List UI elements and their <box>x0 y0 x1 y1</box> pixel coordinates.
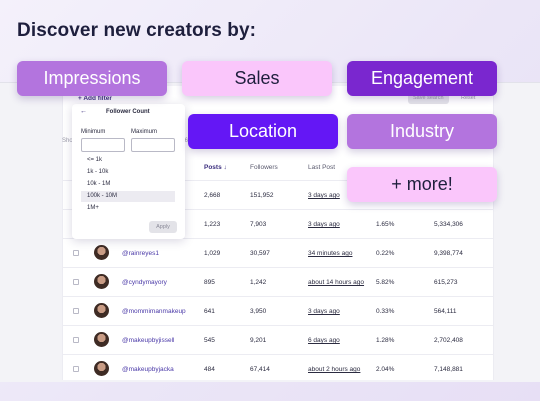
back-arrow-icon[interactable]: ← <box>80 108 87 115</box>
table-row[interactable]: @rainreyes1 1,029 30,597 34 minutes ago 0.22… <box>62 238 494 267</box>
pill-more[interactable]: + more! <box>347 167 497 202</box>
last-post[interactable]: about 14 hours ago <box>308 279 365 286</box>
engagement-rate: 5.82% <box>376 279 395 286</box>
last-post[interactable]: 3 days ago <box>308 308 340 315</box>
last-post[interactable]: 34 minutes ago <box>308 250 353 257</box>
pill-location[interactable]: Location <box>188 114 338 149</box>
row-checkbox[interactable] <box>73 337 79 343</box>
pill-impressions[interactable]: Impressions <box>17 61 167 96</box>
table-row[interactable]: @cyndymayory 895 1,242 about 14 hours ago 5.… <box>62 267 494 296</box>
posts-count: 2,668 <box>204 192 221 199</box>
engagement-rate: 0.33% <box>376 308 395 315</box>
table-header: Posts ↓ Followers Last Post <box>62 155 494 179</box>
avatar <box>94 245 109 260</box>
followers-count: 3,950 <box>250 308 267 315</box>
creator-handle[interactable]: @makeupbyjissell <box>122 337 175 344</box>
add-filter-link[interactable]: + Add filter <box>78 95 112 102</box>
table-row[interactable]: @makeupbyjacka 484 67,414 about 2 hours ago… <box>62 354 494 383</box>
maximum-label: Maximum <box>131 129 158 135</box>
engagement-rate: 1.28% <box>376 337 395 344</box>
pill-engagement[interactable]: Engagement <box>347 61 497 96</box>
header-last-post[interactable]: Last Post <box>308 164 336 171</box>
last-post[interactable]: 3 days ago <box>308 192 340 199</box>
row-checkbox[interactable] <box>73 308 79 314</box>
header-posts[interactable]: Posts ↓ <box>204 164 227 171</box>
option-100k-10m[interactable]: 100k - 10M <box>81 191 175 202</box>
posts-count: 1,029 <box>204 250 221 257</box>
header-followers[interactable]: Followers <box>250 164 278 171</box>
followers-count: 30,597 <box>250 250 270 257</box>
impressions-count: 7,148,881 <box>434 366 463 373</box>
followers-count: 9,201 <box>250 337 267 344</box>
followers-count: 1,242 <box>250 279 267 286</box>
table-row[interactable]: @mommimanmakeup 641 3,950 3 days ago 0.33% 56… <box>62 296 494 325</box>
option-le-1k[interactable]: <= 1k <box>87 157 103 163</box>
pill-industry[interactable]: Industry <box>347 114 497 149</box>
engagement-rate: 0.22% <box>376 250 395 257</box>
posts-count: 484 <box>204 366 215 373</box>
filter-title: Follower Count <box>106 109 150 115</box>
pill-sales[interactable]: Sales <box>182 61 332 96</box>
last-post[interactable]: about 2 hours ago <box>308 366 361 373</box>
followers-count: 151,952 <box>250 192 274 199</box>
row-checkbox[interactable] <box>73 250 79 256</box>
minimum-input[interactable] <box>81 138 125 152</box>
posts-count: 641 <box>204 308 215 315</box>
impressions-count: 615,273 <box>434 279 458 286</box>
option-1m-plus[interactable]: 1M+ <box>87 205 99 211</box>
impressions-count: 2,702,408 <box>434 337 463 344</box>
apply-button[interactable]: Apply <box>149 221 177 233</box>
results-count-fragment-2: ,6 <box>183 138 189 144</box>
creator-handle[interactable]: @mommimanmakeup <box>122 308 186 315</box>
avatar <box>94 274 109 289</box>
row-checkbox[interactable] <box>73 279 79 285</box>
last-post[interactable]: 6 days ago <box>308 337 340 344</box>
followers-count: 67,414 <box>250 366 270 373</box>
maximum-input[interactable] <box>131 138 175 152</box>
creator-handle[interactable]: @cyndymayory <box>122 279 167 286</box>
headline: Discover new creators by: <box>17 20 257 41</box>
posts-count: 1,223 <box>204 221 221 228</box>
minimum-label: Minimum <box>81 129 106 135</box>
avatar <box>94 361 109 376</box>
creator-handle[interactable]: @rainreyes1 <box>122 250 159 257</box>
save-search-button[interactable]: Save search <box>408 93 449 104</box>
results-count-fragment: Sho <box>62 138 73 144</box>
followers-count: 7,903 <box>250 221 267 228</box>
option-1k-10k[interactable]: 1k - 10k <box>87 169 109 175</box>
follower-count-filter: ← Follower Count Minimum Maximum <= 1k 1… <box>72 104 185 239</box>
last-post[interactable]: 3 days ago <box>308 221 340 228</box>
impressions-count: 9,398,774 <box>434 250 463 257</box>
row-checkbox[interactable] <box>73 366 79 372</box>
impressions-count: 5,334,306 <box>434 221 463 228</box>
avatar <box>94 332 109 347</box>
option-10k-1m[interactable]: 10k - 1M <box>87 181 111 187</box>
engagement-rate: 2.04% <box>376 366 395 373</box>
table-row[interactable]: @makeupbyjissell 545 9,201 6 days ago 1.28% 2… <box>62 325 494 354</box>
avatar <box>94 303 109 318</box>
posts-count: 895 <box>204 279 215 286</box>
impressions-count: 564,111 <box>434 308 457 315</box>
creator-handle[interactable]: @makeupbyjacka <box>122 366 174 373</box>
engagement-rate: 1.65% <box>376 221 395 228</box>
reset-button[interactable]: Reset <box>461 95 476 101</box>
posts-count: 545 <box>204 337 215 344</box>
